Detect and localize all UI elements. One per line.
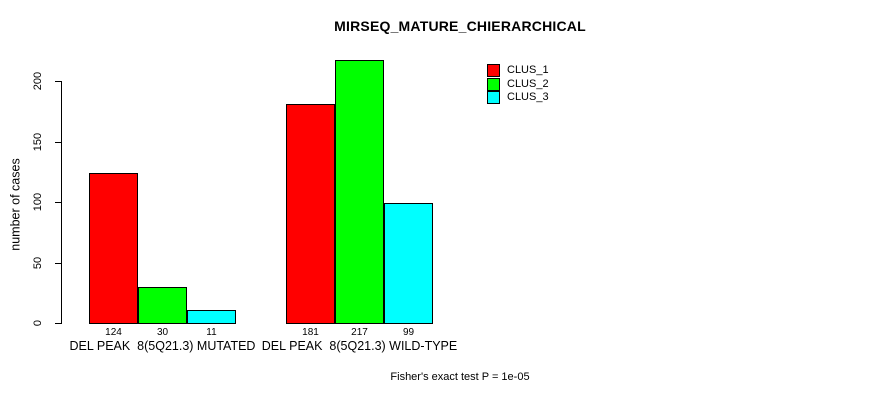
bar-clus_2-group2 bbox=[335, 60, 384, 324]
y-axis-tick-label: 150 bbox=[32, 132, 44, 152]
bar-value-label: 217 bbox=[351, 327, 368, 338]
bar-clus_3-group1 bbox=[187, 310, 236, 324]
bar-value-label: 181 bbox=[302, 327, 319, 338]
legend-item-clus_3: CLUS_3 bbox=[487, 90, 549, 104]
bar-clus_2-group1 bbox=[138, 287, 187, 324]
legend-item-clus_1: CLUS_1 bbox=[487, 64, 549, 78]
y-axis-tick-label: 50 bbox=[32, 256, 44, 270]
y-axis-tick bbox=[55, 81, 61, 82]
chart-title: MIRSEQ_MATURE_CHIERARCHICAL bbox=[334, 18, 586, 34]
bar-value-label: 11 bbox=[206, 327, 217, 338]
bar-value-label: 99 bbox=[402, 327, 415, 338]
legend-swatch-clus_3 bbox=[487, 90, 500, 104]
x-axis-category-label: DEL PEAK 8(5Q21.3) MUTATED bbox=[69, 339, 256, 353]
legend-label: CLUS_1 bbox=[507, 64, 549, 77]
bar-clus_3-group2 bbox=[384, 203, 433, 324]
x-axis-category-label: DEL PEAK 8(5Q21.3) WILD-TYPE bbox=[261, 339, 458, 353]
y-axis-tick bbox=[55, 263, 61, 264]
legend: CLUS_1 CLUS_2 CLUS_3 bbox=[487, 64, 549, 104]
y-axis-tick-label: 100 bbox=[32, 192, 44, 212]
legend-label: CLUS_3 bbox=[507, 90, 549, 103]
bar-clus_1-group2 bbox=[286, 104, 335, 324]
legend-item-clus_2: CLUS_2 bbox=[487, 77, 549, 91]
bar-value-label: 124 bbox=[105, 327, 122, 338]
annotation-fisher-test: Fisher's exact test P = 1e-05 bbox=[390, 371, 530, 383]
y-axis-tick-label: 200 bbox=[32, 71, 44, 91]
bar-value-label: 30 bbox=[156, 327, 169, 338]
legend-swatch-clus_1 bbox=[487, 64, 500, 78]
legend-swatch-clus_2 bbox=[487, 77, 500, 91]
legend-label: CLUS_2 bbox=[507, 77, 549, 90]
y-axis-tick bbox=[55, 142, 61, 143]
bar-clus_1-group1 bbox=[89, 173, 138, 324]
y-axis-tick bbox=[55, 323, 61, 324]
y-axis-tick bbox=[55, 202, 61, 203]
y-axis-tick-label: 0 bbox=[32, 319, 44, 327]
y-axis-label: number of cases bbox=[8, 158, 23, 251]
y-axis-line bbox=[61, 81, 62, 324]
